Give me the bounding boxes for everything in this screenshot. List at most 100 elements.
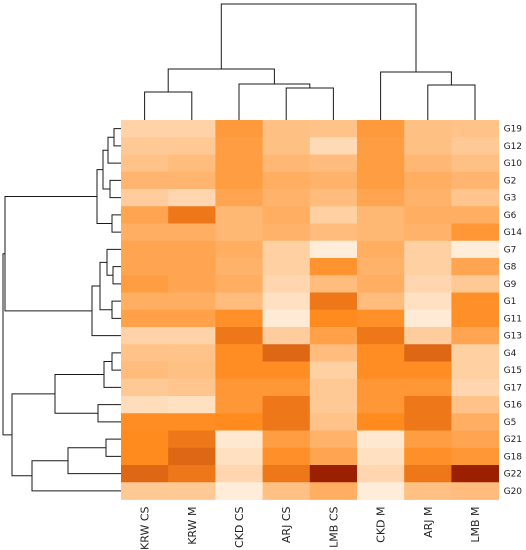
dendrogram-link <box>285 87 334 120</box>
heatmap-cell <box>404 275 452 293</box>
dendrogram-link <box>238 83 311 120</box>
heatmap-cell <box>262 292 311 311</box>
heatmap-cell <box>357 447 405 466</box>
heatmap-cell <box>215 223 263 242</box>
heatmap-cell <box>262 309 311 328</box>
heatmap-cell <box>121 378 169 397</box>
heatmap-cell <box>357 258 405 276</box>
column-label: CKD M <box>375 507 388 543</box>
heatmap-cell <box>451 447 499 466</box>
dendrogram-link <box>220 3 417 72</box>
heatmap-cell <box>451 154 499 173</box>
heatmap-cell <box>357 361 405 380</box>
dendrogram-link <box>102 149 110 190</box>
heatmap-cell <box>404 154 452 173</box>
heatmap-cell <box>309 378 358 397</box>
heatmap-cell <box>262 275 311 293</box>
heatmap-cell <box>262 327 311 345</box>
column-labels: KRW CS KRW M CKD CS ARJ CS LMB CS CKD M ARJ M L… <box>139 506 482 549</box>
heatmap-cell <box>168 396 216 414</box>
heatmap-cell <box>215 258 263 276</box>
heatmap-cell <box>309 137 358 155</box>
heatmap-cell <box>309 413 358 431</box>
heatmap-cell <box>404 447 452 466</box>
heatmap-cell <box>262 344 311 362</box>
heatmap-cell <box>309 240 358 259</box>
heatmap-cell <box>404 361 452 380</box>
dendrogram-link <box>111 300 121 319</box>
column-label: ARJ M <box>422 507 435 538</box>
heatmap-cell <box>262 154 311 173</box>
row-label: G6 <box>504 211 517 221</box>
heatmap-cell <box>404 189 452 207</box>
heatmap-cell <box>357 309 405 328</box>
heatmap-cell <box>309 309 358 328</box>
heatmap-cell <box>451 120 499 138</box>
heatmap-cell <box>121 223 169 242</box>
heatmap-cell <box>451 189 499 207</box>
heatmap-cell <box>168 223 216 242</box>
heatmap-cell <box>168 447 216 466</box>
heatmap-cell <box>451 413 499 431</box>
heatmap-cell <box>121 430 169 449</box>
heatmap-cell <box>262 361 311 380</box>
heatmap-cell <box>168 344 216 362</box>
heatmap-cell <box>262 396 311 414</box>
heatmap-cell <box>262 171 311 190</box>
heatmap-cell <box>121 154 169 173</box>
row-label: G13 <box>504 332 522 342</box>
row-label: G9 <box>504 280 517 290</box>
heatmap-cell <box>357 292 405 311</box>
heatmap-cell <box>309 396 358 414</box>
heatmap-cell <box>121 447 169 466</box>
heatmap-cell <box>404 258 452 276</box>
dendrogram-link <box>91 285 121 337</box>
dendrogram-link <box>167 68 275 92</box>
heatmap-cell <box>168 482 216 500</box>
heatmap-cell <box>357 396 405 414</box>
heatmap-cell <box>309 171 358 190</box>
heatmap-cell <box>404 396 452 414</box>
heatmap-cell <box>262 189 311 207</box>
heatmap-cell <box>309 430 358 449</box>
heatmap-cell <box>121 171 169 190</box>
column-label: KRW CS <box>139 506 152 549</box>
heatmap-cell <box>215 154 263 173</box>
heatmap-cell <box>404 344 452 362</box>
heatmap-cell <box>215 413 263 431</box>
heatmap-cell <box>121 396 169 414</box>
heatmap-cell <box>451 396 499 414</box>
dendrogram-link <box>99 261 112 311</box>
heatmap-cell <box>168 292 216 311</box>
heatmap-cell <box>168 120 216 138</box>
dendrogram-link <box>113 128 121 147</box>
heatmap-cell <box>451 309 499 328</box>
dendrogram-link <box>11 393 55 477</box>
heatmap-cell <box>168 240 216 259</box>
heatmap-cell <box>357 465 405 483</box>
heatmap-cell <box>168 154 216 173</box>
dendrogram-link <box>105 438 121 457</box>
row-label: G12 <box>504 142 522 152</box>
heatmap-cell <box>168 137 216 155</box>
heatmap-cell <box>451 223 499 242</box>
heatmap-cell <box>121 189 169 207</box>
heatmap-cell <box>262 465 311 483</box>
column-label: LMB M <box>469 507 482 543</box>
row-label: G18 <box>504 452 523 462</box>
row-label: G7 <box>504 245 517 255</box>
heatmap-cell <box>215 378 263 397</box>
heatmap-cell <box>168 327 216 345</box>
dendrogram-link <box>112 266 121 285</box>
heatmap-cell <box>121 258 169 276</box>
heatmap-cell <box>262 482 311 500</box>
heatmap-cell <box>404 120 452 138</box>
heatmap-cell <box>121 344 169 362</box>
heatmap-cell <box>262 240 311 259</box>
heatmap-cell <box>309 344 358 362</box>
heatmap-cell <box>168 258 216 276</box>
heatmap-cell <box>357 378 405 397</box>
heatmap-cell <box>357 327 405 345</box>
heatmap-cell <box>262 120 311 138</box>
heatmap-cell <box>404 223 452 242</box>
